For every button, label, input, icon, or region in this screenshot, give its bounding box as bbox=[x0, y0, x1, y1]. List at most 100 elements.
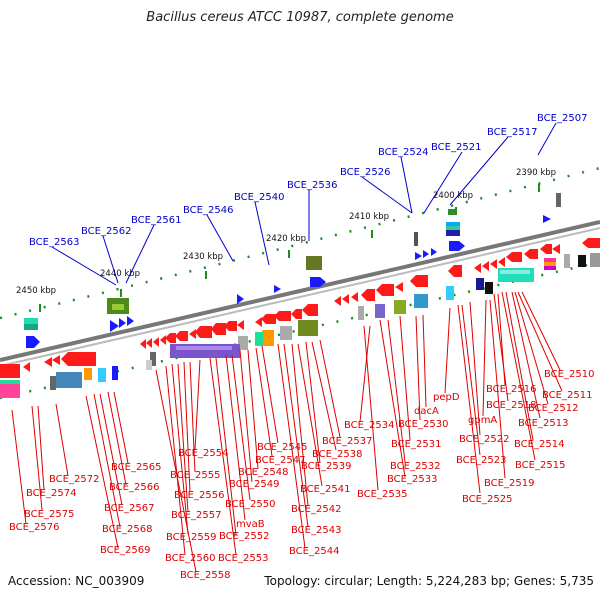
gene-label: BCE_2524 bbox=[378, 147, 428, 158]
reverse-gene bbox=[351, 292, 358, 302]
gene-label: BCE_2547 bbox=[255, 455, 305, 466]
reverse-gene bbox=[490, 259, 497, 269]
gene-label: BCE_2541 bbox=[300, 484, 350, 495]
gene-label: BCE_2514 bbox=[514, 439, 564, 450]
reverse-gene bbox=[482, 261, 489, 271]
reverse-gene bbox=[474, 263, 481, 273]
gene-label: BCE_2542 bbox=[291, 504, 341, 515]
gene-label: BCE_2567 bbox=[104, 503, 154, 514]
gene-label: BCE_2553 bbox=[218, 553, 268, 564]
reverse-gene bbox=[261, 314, 276, 324]
reverse-gene bbox=[274, 311, 291, 321]
gene-label: BCE_2554 bbox=[178, 448, 228, 459]
gene-label: BCE_2519 bbox=[484, 478, 534, 489]
reverse-genes bbox=[0, 238, 600, 378]
gene-label: BCE_2533 bbox=[387, 474, 437, 485]
reverse-gene bbox=[0, 364, 20, 378]
gene-label: BCE_2522 bbox=[459, 434, 509, 445]
gene-label: BCE_2549 bbox=[229, 479, 279, 490]
gene-label: BCE_2507 bbox=[537, 113, 587, 124]
reverse-gene bbox=[410, 275, 428, 287]
gene-label: BCE_2559 bbox=[166, 532, 216, 543]
reverse-gene bbox=[146, 338, 152, 348]
gene-label: BCE_2518 bbox=[486, 400, 536, 411]
reverse-gene bbox=[61, 352, 96, 366]
gene-label: BCE_2552 bbox=[219, 531, 269, 542]
reverse-gene bbox=[165, 333, 176, 343]
gene-label: BCE_2511 bbox=[542, 390, 592, 401]
reverse-gene bbox=[52, 355, 60, 365]
gene-label: BCE_2548 bbox=[238, 467, 288, 478]
gene-label: BCE_2540 bbox=[234, 192, 284, 203]
reverse-gene bbox=[175, 331, 188, 341]
bottom-labels: BCE_2510 BCE_2511 BCE_2512 BCE_2513 BCE_… bbox=[9, 369, 594, 581]
forward-gene bbox=[310, 277, 326, 287]
reverse-gene bbox=[376, 284, 394, 296]
gene-label: BCE_2561 bbox=[131, 215, 181, 226]
gene-label: BCE_2568 bbox=[102, 524, 152, 535]
forward-gene bbox=[423, 250, 429, 258]
top-leaders bbox=[51, 122, 557, 286]
reverse-gene bbox=[195, 326, 212, 338]
reverse-gene bbox=[302, 304, 318, 316]
gene-label: BCE_2536 bbox=[287, 180, 337, 191]
ruler-label: 2450 kbp bbox=[16, 286, 56, 296]
gene-label: BCE_2537 bbox=[322, 436, 372, 447]
gene-label: BCE_2566 bbox=[109, 482, 159, 493]
gene-label: BCE_2556 bbox=[174, 490, 224, 501]
forward-gene bbox=[112, 366, 118, 380]
gene-label: BCE_2538 bbox=[312, 449, 362, 460]
gene-label: BCE_2532 bbox=[390, 461, 440, 472]
gene-label: BCE_2515 bbox=[515, 460, 565, 471]
gene-label: BCE_2555 bbox=[170, 470, 220, 481]
feature-blocks bbox=[0, 193, 600, 398]
bottom-leaders bbox=[11, 291, 563, 573]
gene-label: BCE_2560 bbox=[165, 553, 215, 564]
reverse-gene bbox=[342, 294, 349, 304]
ruler-labels: 2390 kbp 2400 kbp 2410 kbp 2420 kbp 2430… bbox=[16, 168, 556, 296]
gene-label: BCE_2557 bbox=[171, 510, 221, 521]
reverse-gene bbox=[160, 335, 166, 345]
ruler-label: 2440 kbp bbox=[100, 269, 140, 279]
reverse-gene bbox=[224, 321, 237, 331]
accession-text: Accession: NC_003909 bbox=[8, 574, 145, 588]
reverse-gene bbox=[334, 296, 341, 306]
reverse-gene bbox=[395, 282, 403, 292]
gene-label: BCE_2525 bbox=[462, 494, 512, 505]
reverse-gene bbox=[211, 323, 226, 335]
reverse-gene bbox=[361, 289, 375, 301]
reverse-gene bbox=[255, 317, 262, 327]
gene-label: BCE_2516 bbox=[486, 384, 536, 395]
gene-label: BCE_2531 bbox=[391, 439, 441, 450]
ruler-label: 2420 kbp bbox=[266, 234, 306, 244]
forward-gene bbox=[543, 215, 551, 223]
gene-label: BCE_2526 bbox=[340, 167, 390, 178]
forward-gene bbox=[119, 318, 126, 328]
forward-gene bbox=[110, 320, 119, 332]
reverse-gene bbox=[237, 320, 244, 330]
gene-label: BCE_2539 bbox=[301, 461, 351, 472]
reverse-gene bbox=[44, 357, 52, 367]
gene-label: BCE_2550 bbox=[225, 499, 275, 510]
gene-label: BCE_2565 bbox=[111, 462, 161, 473]
reverse-gene bbox=[524, 249, 538, 259]
gene-label: BCE_2569 bbox=[100, 545, 150, 556]
reverse-gene bbox=[506, 252, 522, 262]
gene-label: mvaB bbox=[236, 519, 265, 530]
reverse-gene bbox=[189, 329, 196, 339]
reverse-gene bbox=[498, 257, 505, 267]
gene-label: BCE_2513 bbox=[518, 418, 568, 429]
gene-label: BCE_2530 bbox=[398, 419, 448, 430]
forward-gene bbox=[274, 285, 281, 293]
forward-gene bbox=[449, 241, 465, 251]
reverse-gene bbox=[552, 244, 560, 254]
gene-label: dacA bbox=[414, 406, 439, 417]
ruler-label: 2410 kbp bbox=[349, 212, 389, 222]
top-labels: BCE_2507 BCE_2517 BCE_2521 BCE_2524 BCE_… bbox=[29, 113, 587, 248]
backbone bbox=[0, 220, 600, 367]
reverse-gene bbox=[582, 238, 600, 248]
gene-label: BCE_2517 bbox=[487, 127, 537, 138]
gene-label: gpmA bbox=[468, 415, 497, 426]
reverse-gene bbox=[540, 244, 552, 254]
reverse-gene bbox=[140, 339, 146, 349]
